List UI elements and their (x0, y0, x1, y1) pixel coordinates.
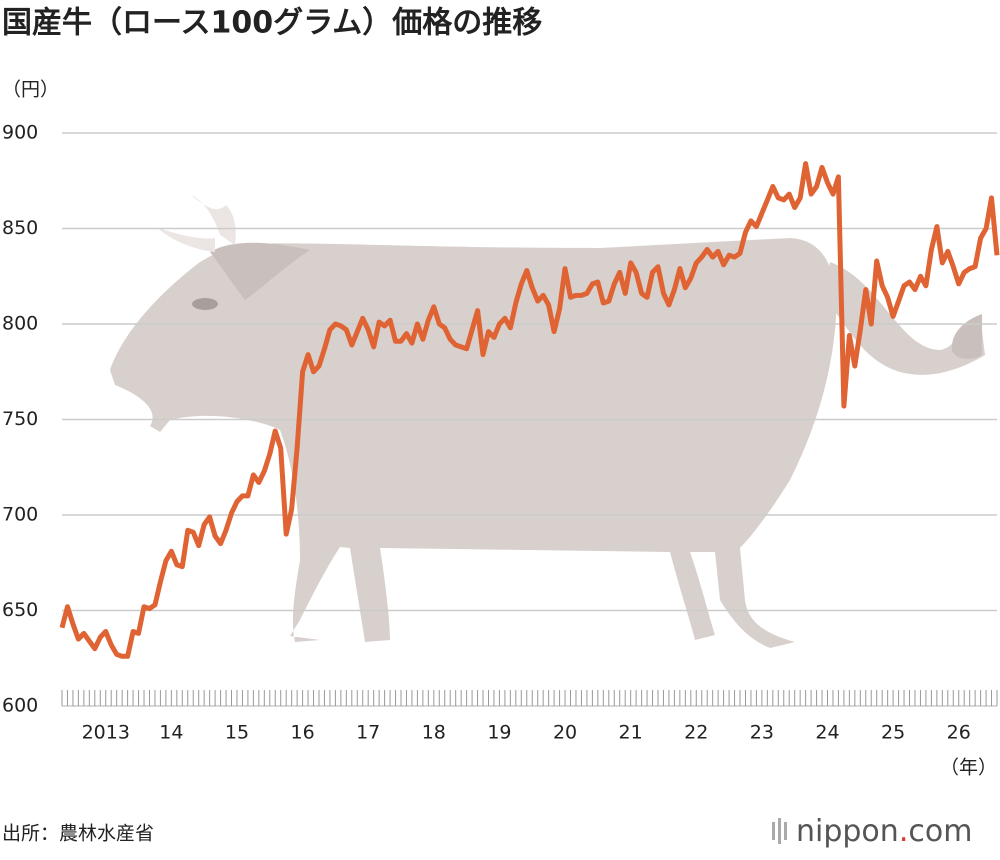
x-tick-label: 20 (553, 722, 577, 744)
logo-mark (772, 818, 787, 844)
x-axis-unit: （年） (940, 757, 997, 779)
y-tick-label: 900 (2, 122, 38, 144)
x-tick-label: 21 (619, 722, 643, 744)
x-tick-label: 18 (422, 722, 446, 744)
logo-part: com (908, 814, 972, 849)
x-tick-label: 16 (290, 722, 314, 744)
y-tick-label: 600 (2, 695, 38, 717)
y-axis-unit: （円） (2, 79, 59, 101)
x-tick-label: 15 (225, 722, 249, 744)
logo: nippon.com (796, 814, 972, 849)
logo-part: nippon (796, 814, 899, 849)
x-tick-label: 24 (815, 722, 839, 744)
x-tick-label: 26 (947, 722, 971, 744)
y-tick-label: 800 (2, 313, 38, 335)
x-tick-label: 25 (881, 722, 905, 744)
x-tick-label: 14 (159, 722, 183, 744)
chart-title: 国産牛（ロース100グラム）価格の推移 (2, 6, 542, 41)
y-tick-label: 850 (2, 217, 38, 239)
logo-part: . (899, 814, 909, 849)
x-tick-label: 22 (684, 722, 708, 744)
x-tick-label: 2013 (82, 722, 130, 744)
x-tick-label: 19 (487, 722, 511, 744)
y-tick-label: 650 (2, 599, 38, 621)
x-tick-label: 17 (356, 722, 380, 744)
source: 出所：農林水産省 (2, 823, 154, 845)
price-line (59, 161, 1000, 659)
x-tick-label: 23 (750, 722, 774, 744)
cow-illustration (110, 195, 985, 648)
y-tick-label: 700 (2, 504, 38, 526)
plot-area: 600 650 700 750 800 850 900 2013 14 15 16 17 18 19 20 2… (2, 122, 1000, 744)
y-tick-label: 750 (2, 408, 38, 430)
